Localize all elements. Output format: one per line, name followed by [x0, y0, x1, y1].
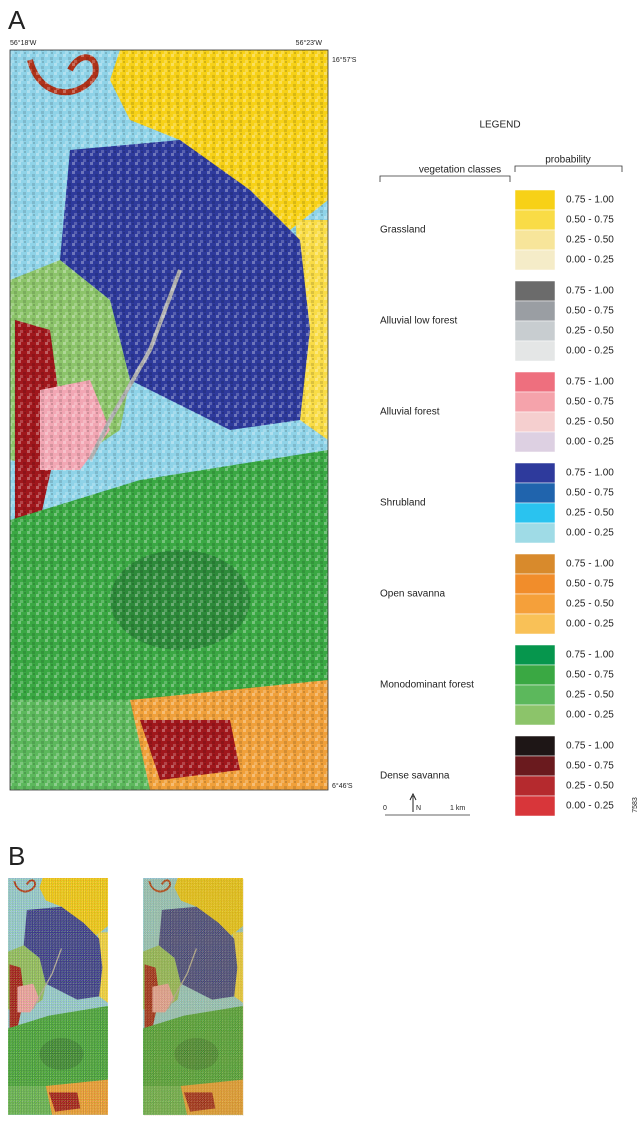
- swatch: [515, 685, 555, 705]
- class-name: Monodominant forest: [380, 680, 474, 691]
- swatch-label: 0.50 - 0.75: [566, 397, 614, 408]
- swatch-label: 0.75 - 1.00: [566, 377, 614, 388]
- swatch: [515, 250, 555, 270]
- swatch-label: 0.25 - 0.50: [566, 417, 614, 428]
- swatch: [515, 523, 555, 543]
- swatch: [515, 230, 555, 250]
- swatch: [515, 705, 555, 725]
- swatch: [515, 736, 555, 756]
- swatch-label: 0.25 - 0.50: [566, 235, 614, 246]
- swatch-label: 0.00 - 0.25: [566, 710, 614, 721]
- class-name: Dense savanna: [380, 771, 450, 782]
- swatch-label: 0.50 - 0.75: [566, 670, 614, 681]
- swatch-label: 0.75 - 1.00: [566, 195, 614, 206]
- scale-label: 1 km: [450, 805, 465, 812]
- coord-label: 56°23'W: [296, 39, 323, 47]
- swatch-label: 0.00 - 0.25: [566, 437, 614, 448]
- swatch: [515, 503, 555, 523]
- legend-header: vegetation classes: [419, 165, 501, 176]
- swatch-label: 0.00 - 0.25: [566, 801, 614, 812]
- swatch-label: 0.50 - 0.75: [566, 488, 614, 499]
- swatch: [515, 372, 555, 392]
- swatch: [515, 574, 555, 594]
- swatch-label: 0.75 - 1.00: [566, 468, 614, 479]
- panel-label: A: [8, 5, 26, 35]
- panel-label: B: [8, 841, 25, 871]
- swatch-label: 0.50 - 0.75: [566, 215, 614, 226]
- swatch-label: 0.00 - 0.25: [566, 255, 614, 266]
- swatch-label: 0.00 - 0.25: [566, 619, 614, 630]
- class-name: Alluvial forest: [380, 407, 440, 418]
- scale-label: 0: [383, 805, 387, 812]
- bracket: [380, 176, 510, 182]
- swatch: [515, 554, 555, 574]
- vegetation-map-b2: [143, 878, 244, 1116]
- swatch: [515, 665, 555, 685]
- swatch-label: 0.25 - 0.50: [566, 781, 614, 792]
- class-name: Shrubland: [380, 498, 426, 509]
- swatch: [515, 594, 555, 614]
- legend-header: probability: [545, 155, 591, 166]
- vegetation-map-a: [10, 50, 328, 790]
- swatch: [515, 483, 555, 503]
- swatch-label: 0.00 - 0.25: [566, 346, 614, 357]
- swatch-label: 0.75 - 1.00: [566, 559, 614, 570]
- swatch-label: 0.25 - 0.50: [566, 326, 614, 337]
- swatch: [515, 281, 555, 301]
- legend: Grassland 0.75 - 1.00 0.50 - 0.75 0.25 - 0.…: [380, 190, 614, 816]
- swatch: [515, 301, 555, 321]
- swatch: [515, 463, 555, 483]
- swatch: [515, 341, 555, 361]
- swatch-label: 0.00 - 0.25: [566, 528, 614, 539]
- swatch: [515, 796, 555, 816]
- coord-label: 56°18'W: [10, 39, 37, 47]
- swatch: [515, 776, 555, 796]
- legend-title: LEGEND: [479, 120, 520, 131]
- swatch: [515, 432, 555, 452]
- swatch: [515, 321, 555, 341]
- swatch: [515, 756, 555, 776]
- vegetation-map-b1: [8, 878, 108, 1115]
- swatch: [515, 392, 555, 412]
- figure-id: 7583: [632, 797, 639, 813]
- swatch-label: 0.75 - 1.00: [566, 650, 614, 661]
- swatch: [515, 412, 555, 432]
- swatch: [515, 210, 555, 230]
- coord-label: 6°46'S: [332, 782, 353, 790]
- class-name: Alluvial low forest: [380, 316, 457, 327]
- coord-label: 16°57'S: [332, 56, 357, 64]
- swatch-label: 0.25 - 0.50: [566, 690, 614, 701]
- figure: A 56°18'W 56°23'W 16°57'S 6°46'S LEGEND …: [0, 0, 643, 1122]
- swatch: [515, 614, 555, 634]
- swatch-label: 0.50 - 0.75: [566, 761, 614, 772]
- swatch-label: 0.75 - 1.00: [566, 286, 614, 297]
- swatch-label: 0.75 - 1.00: [566, 741, 614, 752]
- swatch-label: 0.50 - 0.75: [566, 306, 614, 317]
- class-name: Open savanna: [380, 589, 445, 600]
- swatch: [515, 190, 555, 210]
- bracket: [515, 166, 622, 172]
- north-label: N: [416, 805, 421, 812]
- swatch: [515, 645, 555, 665]
- swatch-label: 0.50 - 0.75: [566, 579, 614, 590]
- swatch-label: 0.25 - 0.50: [566, 599, 614, 610]
- swatch-label: 0.25 - 0.50: [566, 508, 614, 519]
- class-name: Grassland: [380, 225, 426, 236]
